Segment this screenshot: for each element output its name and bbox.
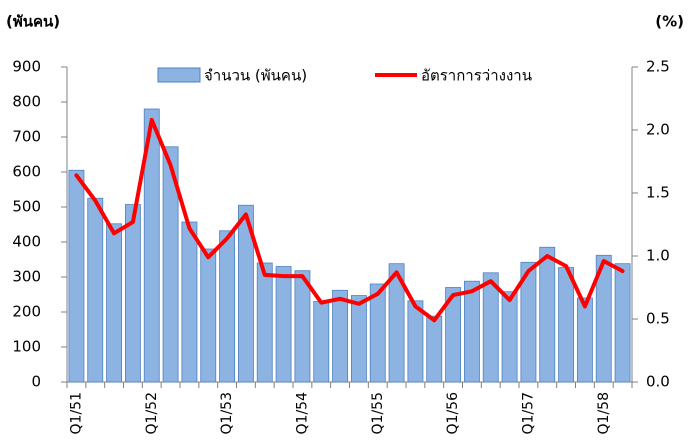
y2-tick-label: 0.0 xyxy=(646,373,670,391)
bar xyxy=(162,146,179,383)
y2-tick-label: 1.5 xyxy=(646,184,670,202)
x-tick-label: Q1/51 xyxy=(68,392,84,434)
bar xyxy=(350,295,367,383)
bar xyxy=(463,280,480,383)
bar xyxy=(501,291,518,383)
bar xyxy=(106,223,123,383)
bar xyxy=(426,315,443,383)
x-tick-label: Q1/55 xyxy=(370,392,386,434)
x-tick-label: Q1/52 xyxy=(144,392,160,434)
x-tick-label: Q1/56 xyxy=(445,392,461,435)
x-tick-label: Q1/53 xyxy=(219,392,235,434)
y2-tick-label: 0.5 xyxy=(646,310,670,328)
bar xyxy=(595,254,612,383)
legend-label: อัตราการว่างงาน xyxy=(421,67,532,85)
bar xyxy=(313,301,330,383)
bar xyxy=(68,169,85,383)
bar xyxy=(275,266,292,383)
y2-tick-label: 2.5 xyxy=(646,58,670,76)
y-tick-label: 900 xyxy=(12,58,41,76)
bar xyxy=(294,270,311,383)
x-tick-label: Q1/58 xyxy=(596,392,612,434)
bar xyxy=(181,221,198,383)
y2-axis-title: (%) xyxy=(655,13,684,31)
bar xyxy=(256,262,273,383)
y-tick-label: 0 xyxy=(31,373,41,391)
bar xyxy=(388,263,405,383)
bar xyxy=(614,263,631,383)
bar xyxy=(445,287,462,383)
y-tick-label: 500 xyxy=(12,198,41,216)
bar xyxy=(407,300,424,383)
bar xyxy=(219,230,236,383)
x-tick-label: Q1/57 xyxy=(520,392,536,434)
bar xyxy=(576,297,593,383)
bar xyxy=(482,272,499,383)
y-tick-label: 800 xyxy=(12,93,41,111)
bar xyxy=(143,108,160,383)
legend-swatch xyxy=(157,67,201,83)
bar xyxy=(520,261,537,383)
bar xyxy=(124,204,141,383)
bar xyxy=(200,248,217,383)
y-tick-label: 300 xyxy=(12,268,41,286)
y2-tick-label: 1.0 xyxy=(646,247,670,265)
x-tick-label: Q1/54 xyxy=(294,392,310,435)
y-tick-label: 700 xyxy=(12,128,41,146)
bar xyxy=(558,267,575,383)
y2-tick-label: 2.0 xyxy=(646,121,670,139)
bar xyxy=(237,204,254,383)
bar xyxy=(539,246,556,383)
y-tick-label: 400 xyxy=(12,233,41,251)
y-tick-label: 100 xyxy=(12,338,41,356)
y-tick-label: 600 xyxy=(12,163,41,181)
line xyxy=(74,117,625,323)
legend-label: จำนวน (พันคน) xyxy=(204,67,307,85)
y-tick-label: 200 xyxy=(12,303,41,321)
bar xyxy=(87,197,104,383)
y-axis-title: (พันคน) xyxy=(6,13,60,31)
bar xyxy=(332,289,349,383)
bar xyxy=(369,283,386,383)
